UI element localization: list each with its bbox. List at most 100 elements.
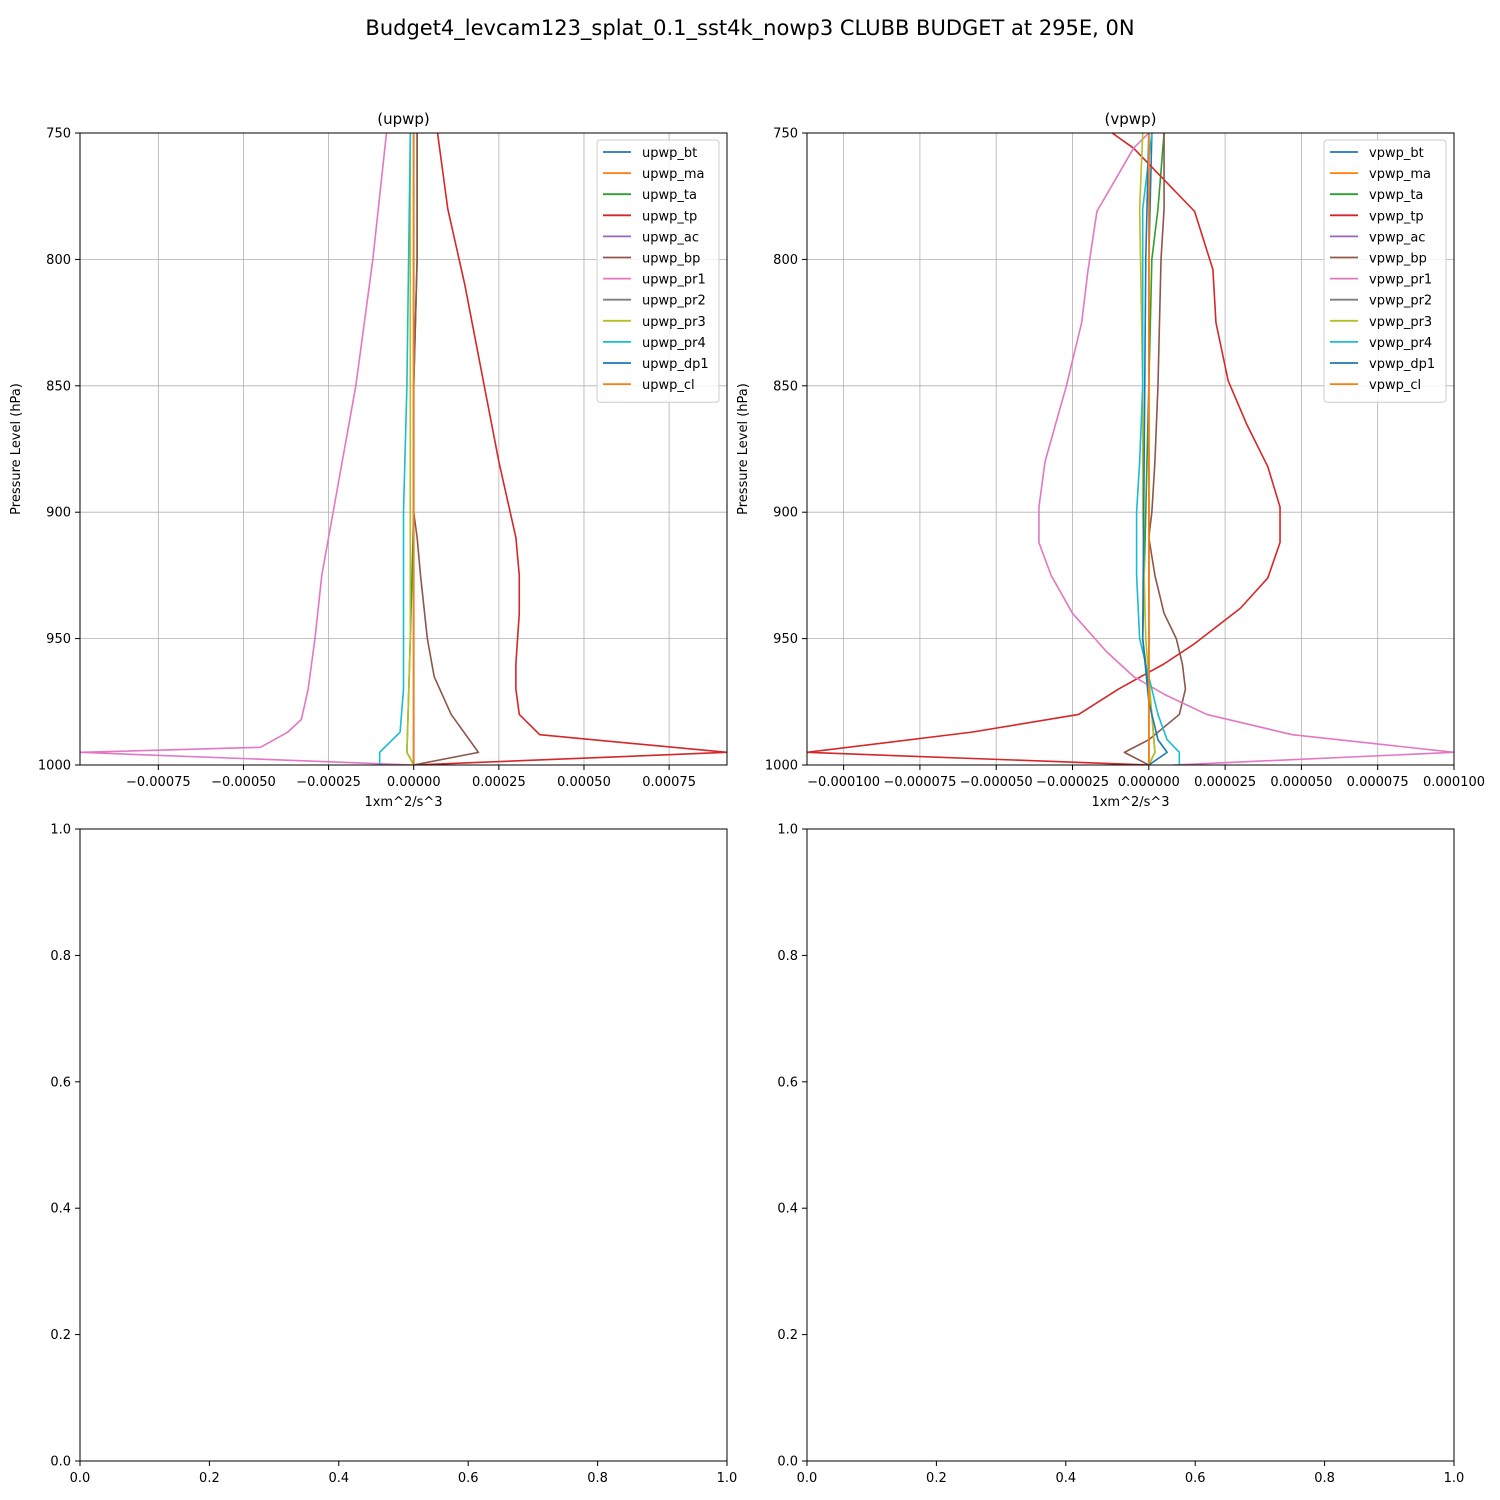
x-tick-label: −0.00075 <box>126 775 191 790</box>
axes-frame <box>79 132 728 766</box>
legend-label-upwp_ac: upwp_ac <box>642 230 699 245</box>
y-tick-label: 750 <box>773 127 798 142</box>
x-tick-label: 0.00050 <box>557 775 611 790</box>
chart-panel-3: 0.0 0.2 0.4 0.6 0.8 1.0 0.0 0.2 0.4 0.6 0.8 1.0 <box>50 823 737 1487</box>
x-tick-label: −0.000075 <box>883 775 956 790</box>
x-tick-label: 0.00025 <box>472 775 526 790</box>
y-axis-label: Pressure Level (hPa) <box>9 383 24 515</box>
y-tick-label: 0.8 <box>50 949 71 964</box>
y-tick-label: 0.6 <box>777 1075 798 1090</box>
y-tick-label: 0.8 <box>777 949 798 964</box>
axes-frame <box>806 132 1455 766</box>
x-tick-label: 0.4 <box>1055 1471 1076 1486</box>
y-tick-label: 950 <box>46 632 71 647</box>
legend: vpwp_bt vpwp_ma vpwp_ta vpwp_tp vpwp_ac vpwp_… <box>1323 139 1447 403</box>
y-tick-label: 900 <box>46 506 71 521</box>
y-tick-label: 0.4 <box>777 1202 798 1217</box>
y-tick-label: 0.2 <box>50 1328 71 1343</box>
legend-box <box>1323 139 1447 403</box>
axes-frame <box>79 828 728 1462</box>
axes-frame <box>806 828 1455 1462</box>
y-tick-label: 950 <box>773 632 798 647</box>
x-tick-label: 0.2 <box>926 1471 947 1486</box>
series-line-upwp_pr4 <box>378 133 412 765</box>
legend-label-vpwp_pr4: vpwp_pr4 <box>1369 336 1432 351</box>
x-tick-label: 0.0 <box>797 1471 818 1486</box>
y-tick-label: 1.0 <box>777 823 798 838</box>
legend-label-vpwp_pr1: vpwp_pr1 <box>1369 273 1432 288</box>
series-line-upwp_pr3 <box>406 133 415 765</box>
legend-label-upwp_pr1: upwp_pr1 <box>642 273 706 288</box>
x-tick-label: 0.2 <box>199 1471 220 1486</box>
x-tick-label: 0.000075 <box>1347 775 1409 790</box>
series-line-vpwp_bp <box>1123 133 1187 765</box>
x-tick-label: 0.8 <box>1314 1471 1335 1486</box>
legend-label-upwp_cl: upwp_cl <box>642 378 695 393</box>
legend-label-vpwp_ma: vpwp_ma <box>1369 167 1431 182</box>
y-tick-label: 0.6 <box>50 1075 71 1090</box>
x-tick-label: 0.6 <box>1185 1471 1206 1486</box>
y-tick-label: 1000 <box>765 759 798 774</box>
legend-label-upwp_bp: upwp_bp <box>642 252 700 267</box>
legend-label-vpwp_dp1: vpwp_dp1 <box>1369 357 1435 372</box>
x-tick-label: −0.00050 <box>211 775 276 790</box>
legend: upwp_bt upwp_ma upwp_ta upwp_tp upwp_ac upwp_… <box>596 139 720 403</box>
series-line-upwp_pr1 <box>80 133 414 765</box>
figure-title: Budget4_levcam123_splat_0.1_sst4k_nowp3 … <box>365 16 1135 40</box>
legend-box <box>596 139 720 403</box>
chart-panel-4: 0.0 0.2 0.4 0.6 0.8 1.0 0.0 0.2 0.4 0.6 0.8 1.0 <box>777 823 1464 1487</box>
x-tick-label: 1.0 <box>717 1471 738 1486</box>
y-tick-label: 900 <box>773 506 798 521</box>
panel-title: (upwp) <box>377 110 430 128</box>
y-tick-label: 1.0 <box>50 823 71 838</box>
x-tick-label: −0.00025 <box>296 775 361 790</box>
x-axis-label: 1xm^2/s^3 <box>364 795 442 810</box>
x-tick-label: 0.00075 <box>642 775 696 790</box>
y-axis-label: Pressure Level (hPa) <box>736 383 751 515</box>
y-tick-label: 850 <box>46 379 71 394</box>
x-tick-label: −0.000100 <box>807 775 880 790</box>
legend-label-upwp_bt: upwp_bt <box>642 146 697 161</box>
x-axis-label: 1xm^2/s^3 <box>1091 795 1169 810</box>
legend-label-vpwp_ac: vpwp_ac <box>1369 230 1425 245</box>
chart-panel-2: −0.000100 −0.000075 −0.000050 −0.000025 0.00… <box>736 110 1485 810</box>
x-tick-label: 0.000100 <box>1423 775 1485 790</box>
legend-label-upwp_pr4: upwp_pr4 <box>642 336 706 351</box>
y-tick-label: 800 <box>773 253 798 268</box>
y-tick-label: 1000 <box>38 759 71 774</box>
legend-label-upwp_dp1: upwp_dp1 <box>642 357 709 372</box>
series-line-upwp_tp <box>413 133 727 765</box>
series-line-vpwp_tp <box>807 133 1281 765</box>
series-line-vpwp_pr1 <box>1038 133 1454 765</box>
x-tick-label: 0.000000 <box>1118 775 1180 790</box>
y-tick-label: 0.4 <box>50 1202 71 1217</box>
panel-title: (vpwp) <box>1105 110 1157 128</box>
series-group <box>807 133 1454 765</box>
legend-label-vpwp_pr3: vpwp_pr3 <box>1369 315 1432 330</box>
legend-label-upwp_pr2: upwp_pr2 <box>642 294 706 309</box>
y-tick-label: 0.0 <box>50 1455 71 1470</box>
x-tick-label: 0.00000 <box>387 775 441 790</box>
legend-label-upwp_ma: upwp_ma <box>642 167 705 182</box>
y-tick-label: 0.0 <box>777 1455 798 1470</box>
legend-label-vpwp_bt: vpwp_bt <box>1369 146 1424 161</box>
y-tick-label: 750 <box>46 127 71 142</box>
series-line-upwp_bp <box>412 133 480 765</box>
legend-label-upwp_pr3: upwp_pr3 <box>642 315 706 330</box>
y-tick-label: 800 <box>46 253 71 268</box>
legend-label-upwp_tp: upwp_tp <box>642 209 697 224</box>
y-tick-label: 0.2 <box>777 1328 798 1343</box>
x-tick-label: −0.000050 <box>960 775 1033 790</box>
series-group <box>80 133 727 765</box>
x-tick-label: 0.000050 <box>1270 775 1332 790</box>
legend-label-vpwp_tp: vpwp_tp <box>1369 209 1424 224</box>
legend-label-vpwp_cl: vpwp_cl <box>1369 378 1421 393</box>
legend-label-vpwp_ta: vpwp_ta <box>1369 188 1423 203</box>
x-tick-label: −0.000025 <box>1036 775 1109 790</box>
x-tick-label: 1.0 <box>1444 1471 1465 1486</box>
series-line-vpwp_pr4 <box>1135 133 1181 765</box>
x-tick-label: 0.0 <box>70 1471 91 1486</box>
legend-label-upwp_ta: upwp_ta <box>642 188 697 203</box>
chart-panel-1: −0.00075 −0.00050 −0.00025 0.00000 0.00025 0.… <box>9 110 728 810</box>
legend-label-vpwp_pr2: vpwp_pr2 <box>1369 294 1432 309</box>
